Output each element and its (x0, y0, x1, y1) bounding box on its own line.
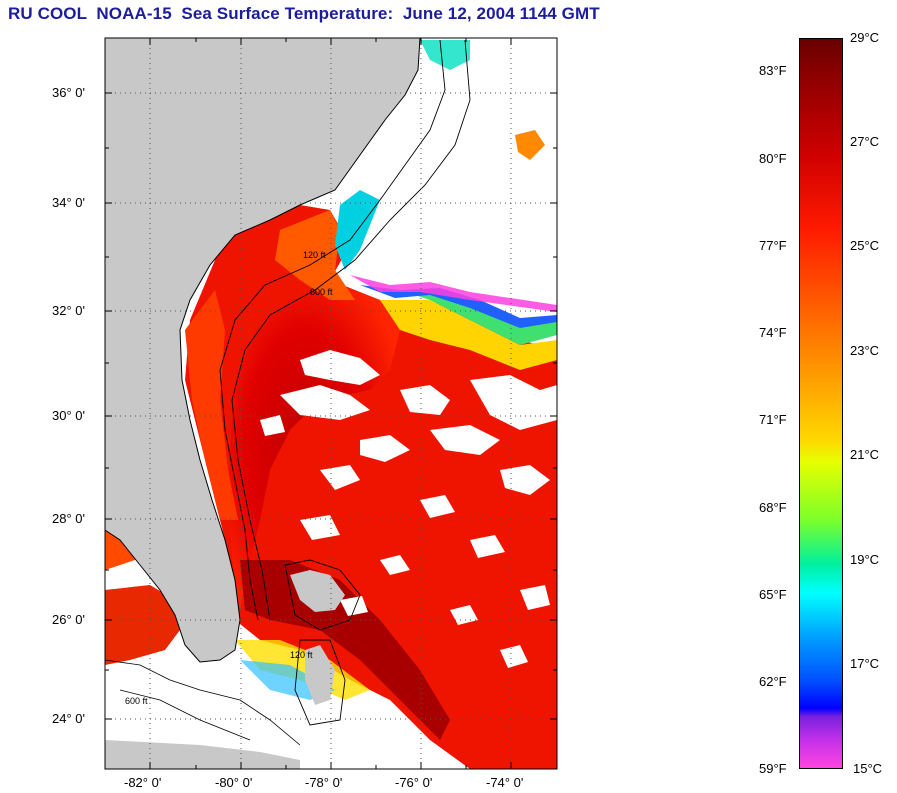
lon-label-76: -76° 0' (395, 775, 433, 790)
colorbar-c-21: 21°C (850, 447, 880, 462)
land-bahamas (290, 570, 345, 612)
gulf-stream-south (240, 560, 450, 740)
colorbar-f-65: 65°F (759, 587, 787, 602)
thermal-front-blue (360, 285, 557, 328)
land-andros (305, 645, 335, 705)
colorbar-f-83: 83°F (759, 63, 787, 78)
temperature-colorbar (799, 38, 843, 769)
lat-ticks (105, 92, 557, 720)
colorbar-f-74: 74°F (759, 325, 787, 340)
lon-label-74: -74° 0' (486, 775, 524, 790)
contour-120ft (219, 39, 446, 621)
colorbar-f-77: 77°F (759, 238, 787, 253)
lon-label-80: -80° 0' (215, 775, 253, 790)
depth-label-120-south: 120 ft (290, 650, 313, 660)
colorbar-c-27: 27°C (850, 134, 880, 149)
colorbar-f-80: 80°F (759, 151, 787, 166)
streak-florida-straits (235, 640, 370, 700)
lat-label-24: 24° 0' (52, 711, 85, 726)
warm-patch-ne (515, 130, 545, 160)
depth-label-120: 120 ft (303, 250, 326, 260)
contour-bahamas (284, 559, 361, 726)
depth-label-600-gulf: 600 ft (125, 696, 148, 706)
lat-label-36: 36° 0' (52, 85, 85, 100)
colorbar-f-68: 68°F (759, 500, 787, 515)
lat-label-32: 32° 0' (52, 303, 85, 318)
coastline (105, 38, 421, 663)
colorbar-f-59: 59°F (759, 761, 787, 776)
colorbar-c-15: 15°C (853, 761, 883, 776)
contour-600ft (231, 39, 471, 621)
contour-gulf (105, 659, 301, 746)
depth-label-600: 600 ft (310, 287, 333, 297)
colorbar-c-29: 29°C (850, 30, 880, 45)
lat-label-34: 34° 0' (52, 195, 85, 210)
shelf-water-florida (185, 290, 238, 520)
colorbar-c-23: 23°C (850, 343, 880, 358)
map-title: RU COOL NOAA-15 Sea Surface Temperature:… (8, 4, 600, 23)
gulf-of-mexico-water (105, 585, 180, 665)
lat-label-28: 28° 0' (52, 511, 85, 526)
thermal-front-yellow (380, 300, 557, 370)
lat-label-30: 30° 0' (52, 408, 85, 423)
graticule (105, 38, 557, 769)
colorbar-c-25: 25°C (850, 238, 880, 253)
land-cuba (105, 740, 300, 769)
colorbar-c-19: 19°C (850, 552, 880, 567)
shelf-water-north (275, 210, 355, 300)
lon-label-78: -78° 0' (305, 775, 343, 790)
lon-label-82: -82° 0' (124, 775, 162, 790)
land-us-southeast (105, 38, 420, 662)
colorbar-f-71: 71°F (759, 412, 787, 427)
lon-ticks (149, 38, 512, 769)
cool-water-carolina-2 (420, 40, 470, 70)
thermal-front-magenta (350, 275, 557, 312)
thermal-front-green (400, 290, 557, 345)
colorbar-c-17: 17°C (850, 656, 880, 671)
lat-label-26: 26° 0' (52, 612, 85, 627)
colorbar-f-62: 62°F (759, 674, 787, 689)
